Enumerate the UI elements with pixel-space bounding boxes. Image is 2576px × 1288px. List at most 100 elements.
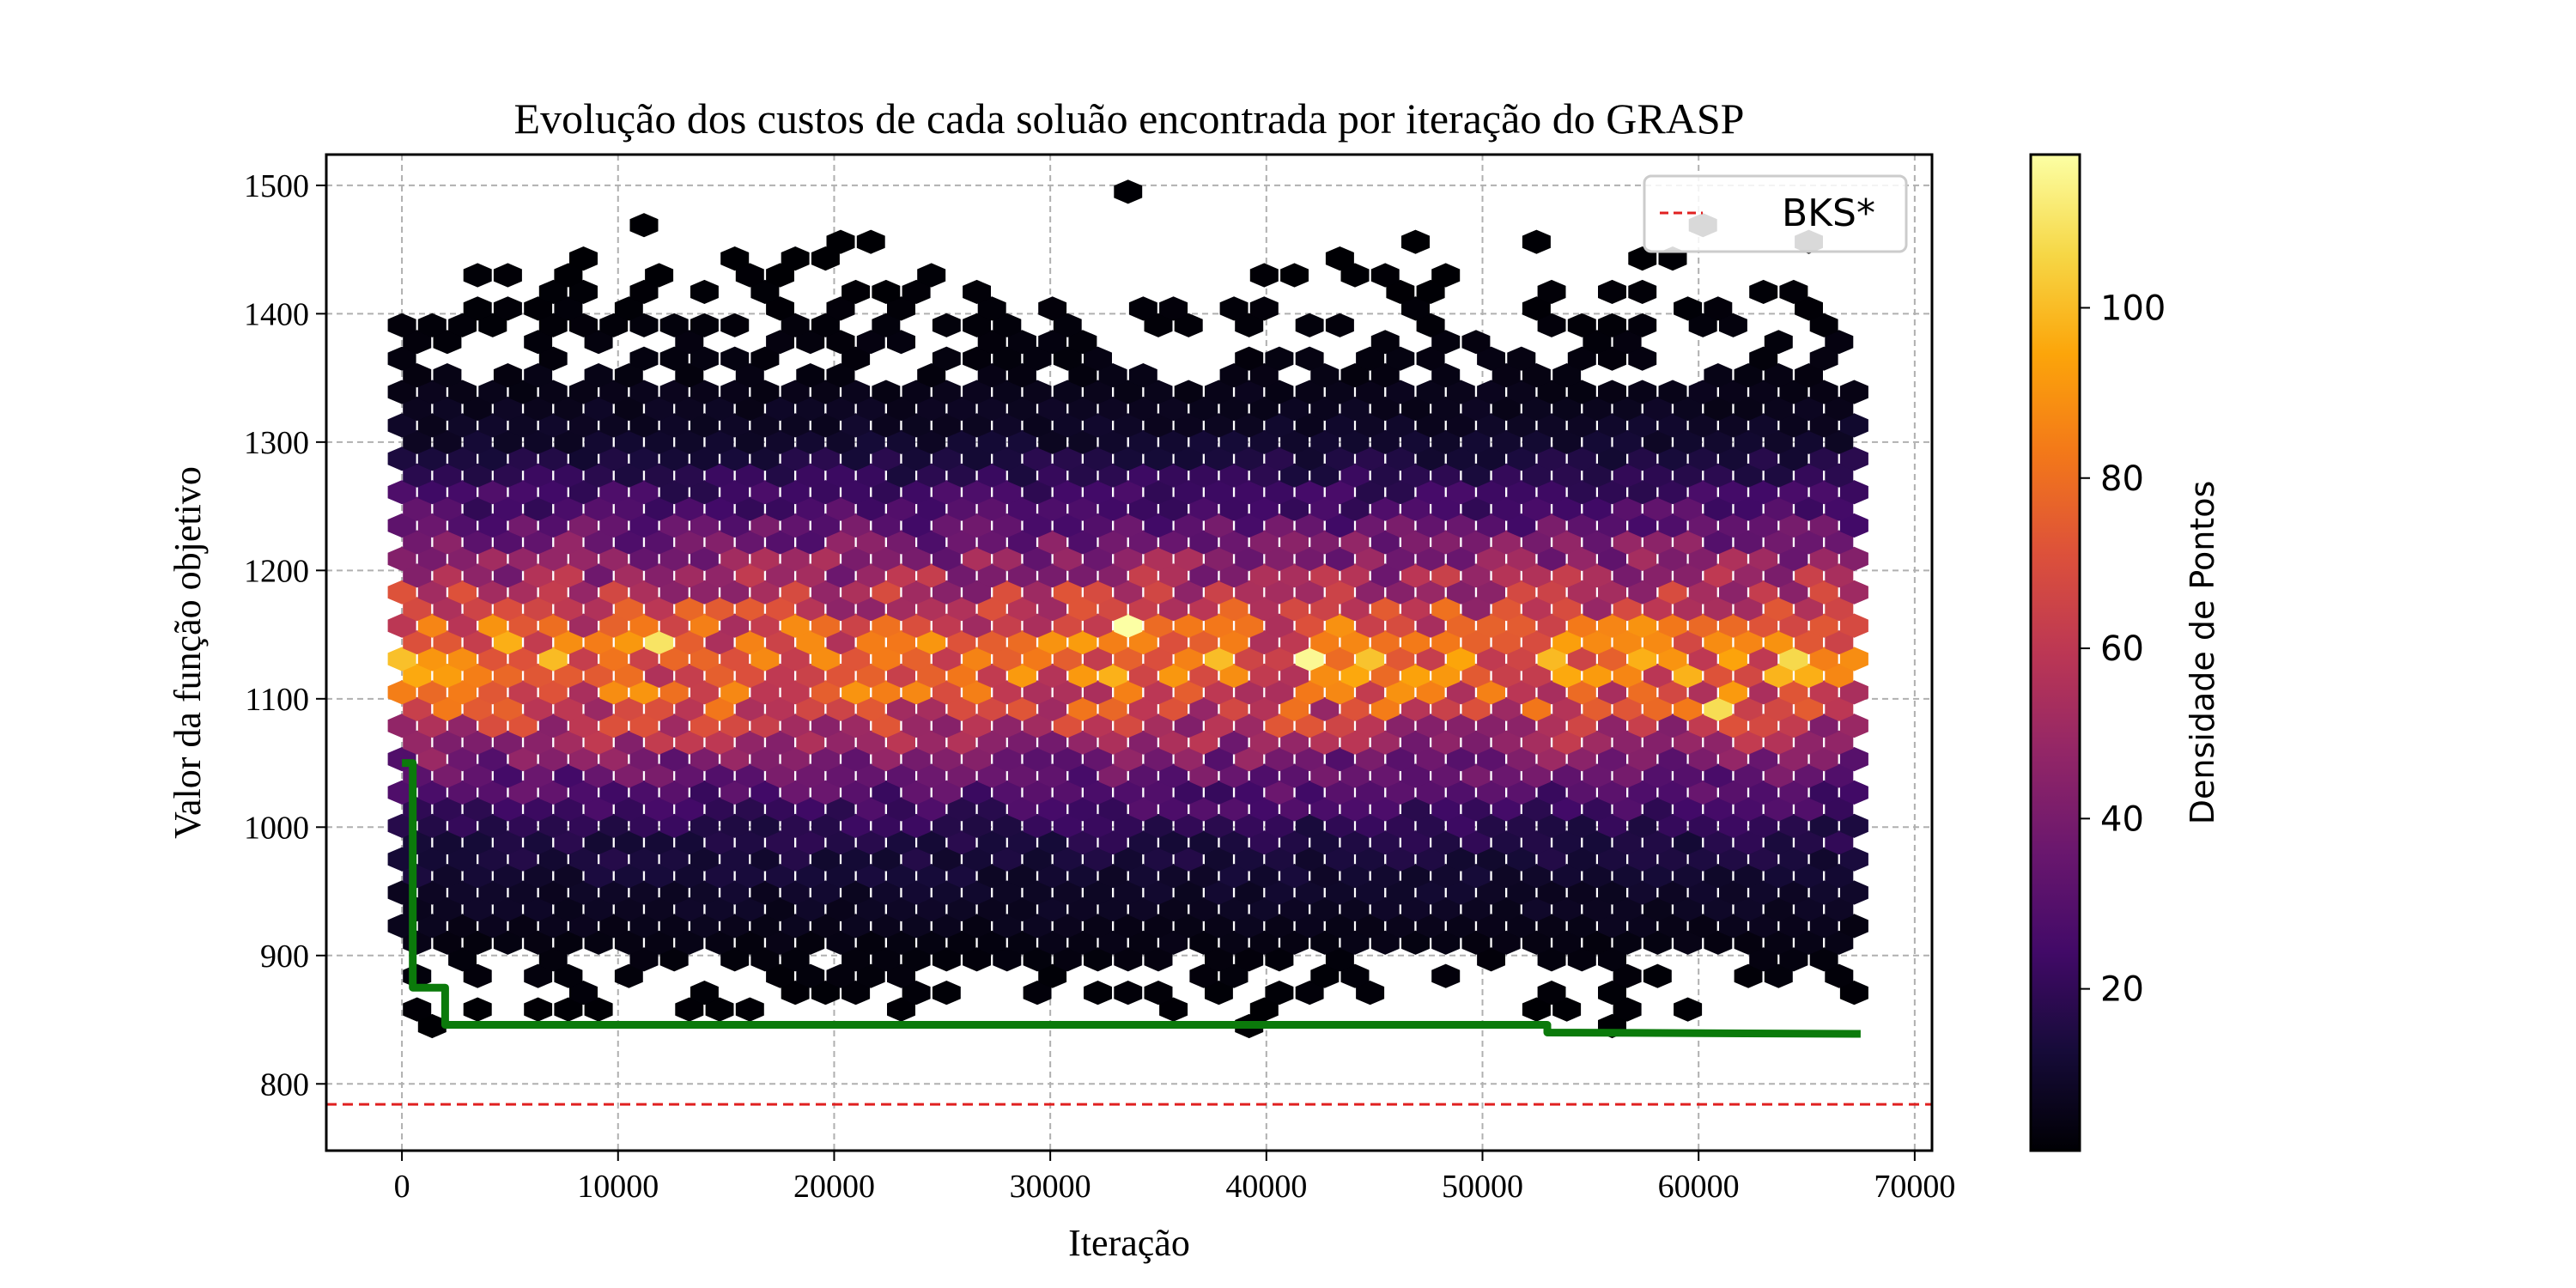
hexbin-cell — [1674, 463, 1703, 488]
hexbin-cell — [448, 447, 477, 471]
hexbin-cell — [1205, 647, 1233, 671]
hexbin-cell — [1038, 296, 1067, 321]
hexbin-cell — [872, 580, 901, 605]
hexbin-cell — [599, 546, 629, 571]
hexbin-cell — [947, 830, 976, 855]
x-axis-label: Iteração — [1068, 1222, 1190, 1264]
hexbin-cell — [1431, 896, 1461, 922]
hexbin-cell — [947, 663, 976, 688]
hexbin-cell — [1023, 447, 1052, 471]
hexbin-cell — [1023, 947, 1052, 972]
hexbin-cell — [1507, 380, 1536, 404]
hexbin-cell — [1295, 647, 1324, 671]
hexbin-cell — [1386, 447, 1415, 471]
hexbin-cell — [1552, 396, 1582, 422]
hexbin-cell — [1310, 896, 1340, 922]
hexbin-cell — [1053, 580, 1082, 605]
hexbin-cell — [1401, 696, 1430, 721]
hexbin-cell — [1537, 747, 1566, 772]
hexbin-cell — [433, 930, 462, 955]
hexbin-cell — [977, 463, 1006, 488]
hexbin-cell — [1416, 747, 1445, 772]
hexbin-cell — [1613, 597, 1642, 622]
hexbin-cell — [1098, 830, 1127, 855]
hexbin-cell — [1144, 613, 1173, 638]
hexbin-cell — [1159, 429, 1188, 454]
hexbin-cell — [1128, 530, 1157, 555]
hexbin-cell — [766, 429, 794, 454]
hexbin-cell — [584, 730, 613, 755]
hexbin-cell — [1053, 513, 1082, 538]
hexbin-cell — [1144, 947, 1173, 972]
hexbin-cell — [599, 813, 629, 838]
hexbin-cell — [508, 580, 538, 605]
hexbin-cell — [1416, 680, 1445, 705]
hexbin-cell — [463, 797, 492, 822]
hexbin-cell — [1749, 714, 1778, 738]
hexbin-cell — [1174, 480, 1203, 505]
hexbin-cell — [1704, 630, 1733, 655]
hexbin-cell — [1159, 997, 1188, 1022]
hexbin-cell — [1038, 597, 1067, 622]
hexbin-cell — [993, 346, 1022, 371]
hexbin-cell — [1128, 763, 1157, 788]
hexbin-cell — [1734, 930, 1763, 955]
plot-area: 0 10000 20000 30000 40000 50000 60000 70000 800… — [244, 153, 1955, 1205]
hexbin-cell — [993, 447, 1022, 471]
hexbin-cell — [1431, 864, 1461, 889]
hexbin-cell — [1144, 747, 1173, 772]
hexbin-cell — [387, 380, 416, 404]
hexbin-cell — [811, 813, 840, 838]
hexbin-cell — [1825, 864, 1854, 889]
hexbin-cell — [1098, 396, 1127, 422]
hexbin-cell — [1053, 747, 1082, 772]
hexbin-cell — [1098, 463, 1127, 488]
hexbin-cell — [1688, 447, 1717, 471]
hexbin-cell — [1719, 313, 1747, 337]
hexbin-cell — [1598, 914, 1626, 939]
hexbin-cell — [750, 813, 780, 838]
hexbin-cell — [1416, 413, 1445, 438]
hexbin-cell — [524, 830, 553, 855]
hexbin-cell — [1567, 780, 1596, 805]
hexbin-cell — [690, 680, 719, 705]
hexbin-cell — [1144, 480, 1173, 505]
hexbin-cell — [856, 330, 885, 355]
hexbin-cell — [781, 413, 810, 438]
hexbin-cell — [1628, 480, 1657, 505]
hexbin-cell — [1401, 530, 1430, 555]
hexbin-cell — [1023, 380, 1052, 404]
hexbin-cell — [1114, 179, 1143, 204]
hexbin-cell — [1007, 864, 1036, 889]
hexbin-cell — [1370, 830, 1400, 855]
hexbin-cell — [1779, 480, 1808, 505]
hexbin-cell — [554, 930, 583, 955]
hexbin-cell — [569, 613, 598, 638]
hexbin-cell — [1477, 714, 1505, 738]
hexbin-cell — [1219, 730, 1249, 755]
hexbin-cell — [735, 496, 764, 521]
hexbin-cell — [826, 496, 855, 521]
hexbin-cell — [1431, 363, 1461, 388]
hexbin-cell — [1023, 880, 1052, 905]
hexbin-cell — [1477, 847, 1505, 872]
hexbin-cell — [1235, 447, 1264, 471]
hexbin-cell — [1779, 813, 1808, 838]
hexbin-cell — [1249, 396, 1279, 422]
hexbin-cell — [675, 396, 704, 422]
hexbin-cell — [1704, 429, 1733, 454]
hexbin-cell — [1825, 396, 1854, 422]
hexbin-cell — [993, 780, 1022, 805]
hexbin-cell — [448, 880, 477, 905]
x-axis-ticks: 0 10000 20000 30000 40000 50000 60000 70000 — [394, 1151, 1955, 1205]
hexbin-cell — [856, 763, 885, 788]
hexbin-cell — [1477, 914, 1505, 939]
hexbin-cell — [1114, 880, 1143, 905]
hexbin-cell — [1159, 696, 1188, 721]
hexbin-cell — [872, 780, 901, 805]
hexbin-cell — [902, 380, 931, 404]
hexbin-cell — [1537, 947, 1566, 972]
hexbin-cell — [1295, 313, 1324, 337]
hexbin-cell — [569, 680, 598, 705]
hexbin-cell — [1084, 380, 1112, 404]
